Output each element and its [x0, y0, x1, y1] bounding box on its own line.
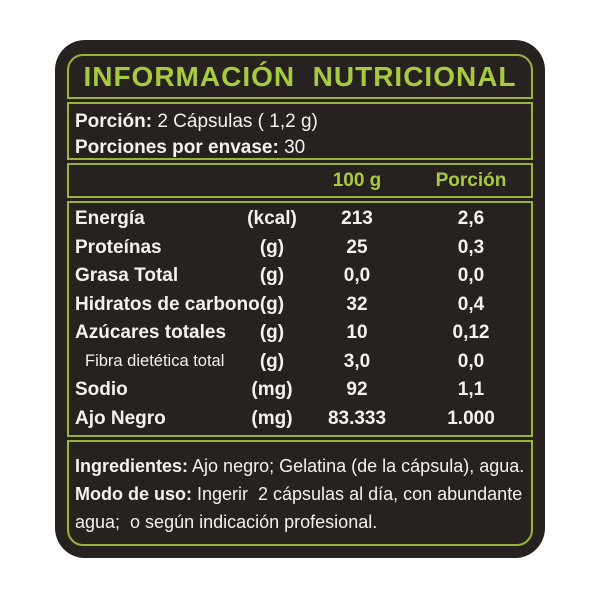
ingredients-line: Ingredientes: Ajo negro; Gelatina (de la…: [75, 452, 527, 480]
column-header-portion: Porción: [435, 169, 507, 191]
nutrient-per100: 25: [346, 236, 368, 258]
nutrient-name: Azúcares totales: [75, 322, 227, 344]
nutrient-portion: 0,0: [457, 265, 485, 287]
nutrient-name: Hidratos de carbono: [75, 293, 260, 315]
title-box: INFORMACIÓN NUTRICIONAL: [67, 54, 533, 99]
usage-line-1: Modo de uso: Ingerir 2 cápsulas al día, …: [75, 480, 527, 508]
nutrient-per100: 83.333: [327, 407, 387, 429]
nutrient-unit: (kcal): [247, 208, 297, 230]
nutrient-unit: (g): [259, 350, 285, 372]
servings-per-container-line: Porciones por envase: 30: [75, 135, 531, 161]
table-row-ajo-negro: Ajo Negro (mg) 83.333 1.000: [69, 408, 531, 430]
table-row-fibra: Fibra dietética total (g) 3,0 0,0: [69, 351, 531, 373]
nutrient-table-box: Energía (kcal) 213 2,6 Proteínas (g) 25 …: [67, 201, 533, 437]
nutrient-per100: 10: [346, 322, 368, 344]
nutrient-portion: 2,6: [457, 208, 485, 230]
table-row-energia: Energía (kcal) 213 2,6: [69, 208, 531, 230]
nutrient-per100: 32: [346, 293, 368, 315]
nutrient-per100: 92: [346, 379, 368, 401]
nutrient-portion: 1,1: [457, 379, 485, 401]
portion-value: 2 Cápsulas ( 1,2 g): [152, 111, 318, 132]
label-title: INFORMACIÓN NUTRICIONAL: [83, 60, 517, 92]
servings-per-container-value: 30: [278, 137, 306, 158]
nutrient-name: Ajo Negro: [75, 407, 166, 429]
nutrient-name: Proteínas: [75, 236, 162, 258]
nutrient-portion: 0,12: [452, 322, 490, 344]
ingredients-text: Ajo negro; Gelatina (de la cápsula), agu…: [188, 456, 525, 476]
nutrient-per100: 213: [341, 208, 373, 230]
usage-text-continued: agua; o según indicación profesional.: [75, 512, 378, 532]
table-row-sodio: Sodio (mg) 92 1,1: [69, 379, 531, 401]
nutrient-unit: (g): [259, 236, 285, 258]
nutrient-name: Grasa Total: [75, 265, 179, 287]
nutrient-per100: 0,0: [343, 265, 371, 287]
nutrient-portion: 0,0: [457, 350, 485, 372]
serving-info-box: Porción: 2 Cápsulas ( 1,2 g) Porciones p…: [67, 102, 533, 160]
portion-label: Porción:: [75, 111, 153, 132]
table-row-azucares: Azúcares totales (g) 10 0,12: [69, 322, 531, 344]
nutrient-name: Energía: [75, 208, 145, 230]
nutrient-name: Sodio: [75, 379, 128, 401]
nutrient-portion: 0,3: [457, 236, 485, 258]
nutrient-unit: (g): [259, 293, 285, 315]
nutrient-portion: 1.000: [447, 407, 495, 429]
nutrient-portion: 0,4: [457, 293, 485, 315]
nutrient-per100: 3,0: [343, 350, 371, 372]
nutrient-unit: (mg): [251, 379, 293, 401]
table-row-hidratos: Hidratos de carbono (g) 32 0,4: [69, 294, 531, 316]
nutrition-label-card: INFORMACIÓN NUTRICIONAL Porción: 2 Cápsu…: [55, 40, 545, 558]
nutrient-name: Fibra dietética total: [85, 352, 225, 371]
nutrient-unit: (g): [259, 265, 285, 287]
table-row-proteinas: Proteínas (g) 25 0,3: [69, 237, 531, 259]
usage-line-2: agua; o según indicación profesional.: [75, 508, 527, 536]
servings-per-container-label: Porciones por envase:: [75, 137, 279, 158]
ingredients-usage-box: Ingredientes: Ajo negro; Gelatina (de la…: [67, 440, 533, 546]
table-row-grasa-total: Grasa Total (g) 0,0 0,0: [69, 265, 531, 287]
column-header-100g: 100 g: [332, 169, 382, 191]
nutrient-unit: (g): [259, 322, 285, 344]
ingredients-label: Ingredientes:: [75, 456, 189, 476]
table-header-row: 100 g Porción: [69, 165, 531, 196]
table-header-box: 100 g Porción: [67, 163, 533, 198]
portion-line: Porción: 2 Cápsulas ( 1,2 g): [75, 109, 531, 135]
nutrient-unit: (mg): [251, 407, 293, 429]
usage-text: Ingerir 2 cápsulas al día, con abundante: [191, 484, 523, 504]
usage-label: Modo de uso:: [75, 484, 192, 504]
